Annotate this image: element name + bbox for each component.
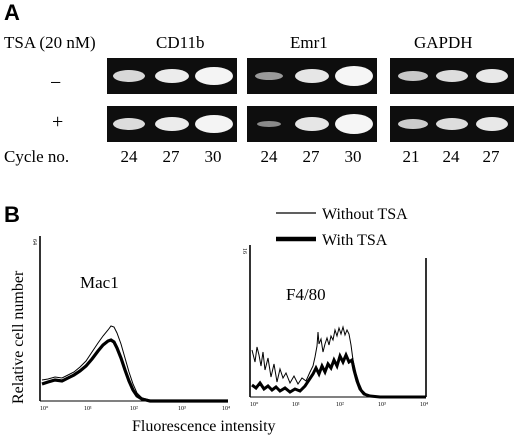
band xyxy=(113,70,145,82)
gel-gapdh-with-tsa xyxy=(390,106,514,142)
y-max-tick: 64 xyxy=(31,239,37,245)
band xyxy=(255,72,283,80)
cycle-cd11b-2: 27 xyxy=(162,147,180,166)
y-axis-label: Relative cell number xyxy=(10,270,27,404)
band xyxy=(476,117,508,131)
gel-cd11b-without-tsa xyxy=(107,58,237,94)
gel-emr1-with-tsa xyxy=(247,106,377,142)
x-tick: 10³ xyxy=(178,406,186,412)
band xyxy=(195,115,233,133)
x-tick: 10° xyxy=(40,405,49,412)
band xyxy=(476,69,508,83)
x-tick: 10¹ xyxy=(84,406,92,412)
plot-title-mac1: Mac1 xyxy=(80,273,119,292)
curve-without-tsa xyxy=(41,325,228,402)
band xyxy=(295,69,329,83)
curve-with-tsa xyxy=(41,338,228,403)
panel-b-letter: B xyxy=(4,202,20,227)
gene-name-cd11b: CD11b xyxy=(156,33,205,52)
treatment-label: TSA (20 nM) xyxy=(4,33,96,52)
band xyxy=(257,121,281,127)
x-axis-label: Fluorescence intensity xyxy=(132,418,276,435)
curve-with-tsa xyxy=(251,351,426,399)
x-tick: 10³ xyxy=(378,402,386,408)
legend-label-with-tsa: With TSA xyxy=(322,232,388,249)
cycle-emr1-1: 24 xyxy=(260,147,278,166)
cycle-cd11b-1: 24 xyxy=(120,147,138,166)
band xyxy=(295,117,329,131)
x-tick: 10² xyxy=(336,402,344,408)
x-tick: 10⁴ xyxy=(222,406,230,412)
band xyxy=(436,70,468,82)
x-tick: 10² xyxy=(130,406,138,412)
histogram-mac1: 64 10° 10¹ 10² 10³ 10⁴ Mac1 xyxy=(31,236,230,412)
band xyxy=(113,118,145,130)
histogram-f480: 16 10° 10¹ 10² 10³ 10⁴ F4/80 xyxy=(241,245,428,408)
band xyxy=(155,117,189,131)
plot-title-f480: F4/80 xyxy=(286,285,326,304)
cycle-number-label: Cycle no. xyxy=(4,147,70,166)
gene-name-emr1: Emr1 xyxy=(290,33,328,52)
cycle-emr1-2: 27 xyxy=(302,147,320,166)
cycle-gapdh-2: 24 xyxy=(442,147,460,166)
gel-emr1-without-tsa xyxy=(247,58,377,94)
gene-name-gapdh: GAPDH xyxy=(414,33,473,52)
cycle-emr1-3: 30 xyxy=(344,147,362,166)
row-minus-label: − xyxy=(50,72,62,94)
curve-without-tsa xyxy=(251,325,426,398)
band xyxy=(155,69,189,83)
y-max-tick: 16 xyxy=(241,248,247,254)
band xyxy=(436,118,468,130)
panel-a-letter: A xyxy=(4,0,20,25)
x-tick: 10¹ xyxy=(292,402,300,408)
legend: Without TSA With TSA xyxy=(276,206,408,249)
gel-cd11b-with-tsa xyxy=(107,106,237,142)
row-plus-label: + xyxy=(52,111,64,133)
cycle-gapdh-3: 27 xyxy=(482,147,500,166)
band xyxy=(335,114,373,134)
cycle-gapdh-1: 21 xyxy=(402,147,420,166)
x-tick: 10⁴ xyxy=(420,402,428,408)
legend-label-without-tsa: Without TSA xyxy=(322,206,408,223)
band xyxy=(398,71,428,81)
gel-gapdh-without-tsa xyxy=(390,58,514,94)
x-tick: 10° xyxy=(250,401,259,408)
cycle-cd11b-3: 30 xyxy=(204,147,222,166)
band xyxy=(335,66,373,86)
band xyxy=(398,119,428,129)
band xyxy=(195,67,233,85)
